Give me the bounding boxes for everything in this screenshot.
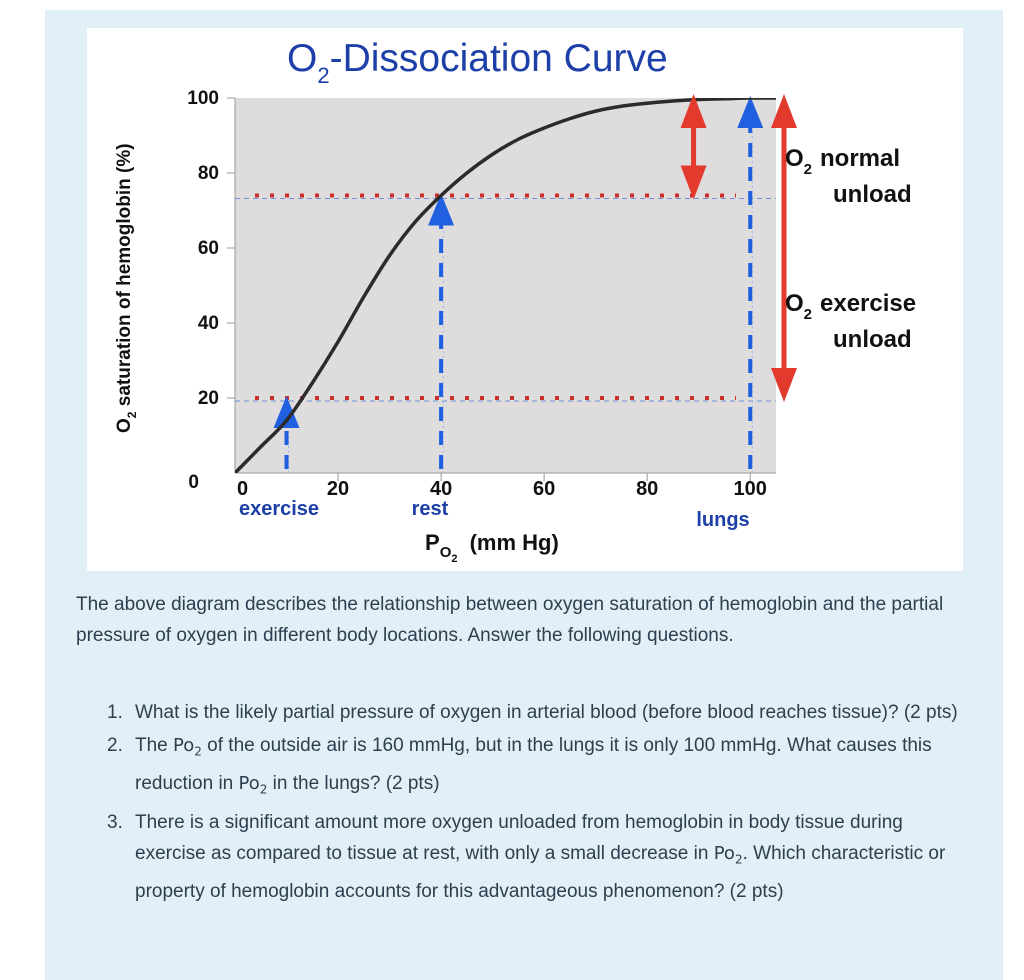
x-tick-label: 60 [533, 478, 555, 500]
rest-label: rest [412, 498, 449, 520]
marker-arrowhead [273, 396, 300, 428]
exercise-label: exercise [239, 498, 319, 520]
x-tick-label: 20 [327, 478, 349, 500]
x-tick-label: 100 [734, 478, 767, 500]
x-tick-label: 80 [636, 478, 658, 500]
intro-paragraph: The above diagram describes the relation… [76, 594, 944, 646]
y-tick-label: 80 [198, 163, 219, 184]
question-text-part: in the lungs? (2 pts) [267, 772, 440, 794]
question-text: What is the likely partial pressure of o… [135, 702, 958, 723]
y-tick-label: 40 [198, 313, 219, 334]
normal-unload-arrow [680, 94, 707, 200]
marker-arrowhead [737, 96, 764, 128]
question-number: 2. [107, 735, 123, 756]
x-tick-label: 40 [430, 478, 452, 500]
y-axis-label: O2 saturation of hemoglobin (%) [114, 143, 139, 433]
question-list: 1. What is the likely partial pressure o… [107, 697, 977, 909]
marker-arrowhead [428, 193, 455, 226]
po2-term: Po2 [713, 843, 743, 867]
dissociation-curve [235, 98, 776, 473]
question-number: 3. [107, 812, 123, 834]
oxygen-dissociation-figure: O2-Dissociation Curve O2 saturation of h… [87, 28, 963, 571]
x-tick-label: 0 [237, 478, 248, 500]
y-tick-label: 0 [188, 472, 199, 493]
y-tick-label: 100 [187, 88, 219, 109]
lungs-label: lungs [696, 509, 749, 531]
x-axis-label: PO2 (mm Hg) [425, 530, 559, 565]
po2-term: Po2 [238, 772, 268, 797]
dissociation-chart: O2-Dissociation Curve O2 saturation of h… [114, 37, 923, 565]
unload-arrowhead-up [680, 94, 707, 128]
exercise-unload-label: O2 exercise unload [785, 290, 923, 353]
unload-arrowhead-down [680, 165, 707, 200]
question-text-part: . Which characteristic or property of he… [135, 843, 946, 902]
unload-arrowhead-down [771, 368, 797, 402]
chart-title: O2-Dissociation Curve [287, 37, 668, 88]
exercise-unload-arrow [771, 94, 797, 402]
question-text-part: There is a significant amount more oxyge… [135, 812, 903, 865]
question-1: 1. What is the likely partial pressure o… [107, 697, 977, 728]
normal-unload-label: O2 normal unload [785, 145, 912, 208]
question-text-part: The [135, 735, 174, 756]
question-number: 1. [107, 702, 123, 723]
po2-term: Po2 [173, 735, 202, 759]
unload-arrowhead-up [771, 94, 797, 128]
question-2: 2. The Po2 of the outside air is 160 mmH… [107, 730, 977, 805]
y-tick-label: 60 [198, 238, 219, 259]
plot-area [235, 98, 776, 473]
y-tick-label: 20 [198, 388, 219, 409]
question-3: 3. There is a significant amount more ox… [107, 807, 977, 907]
question-text-part: of the outside air is 160 mmHg, but in t… [135, 735, 932, 794]
